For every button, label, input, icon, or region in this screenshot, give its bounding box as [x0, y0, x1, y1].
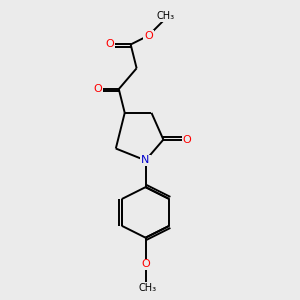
Text: O: O — [144, 31, 153, 40]
Text: O: O — [183, 135, 191, 145]
Text: O: O — [94, 84, 102, 94]
Text: O: O — [106, 40, 114, 50]
Text: O: O — [141, 260, 150, 269]
Text: CH₃: CH₃ — [139, 283, 157, 293]
Text: N: N — [141, 155, 150, 165]
Text: CH₃: CH₃ — [157, 11, 175, 21]
